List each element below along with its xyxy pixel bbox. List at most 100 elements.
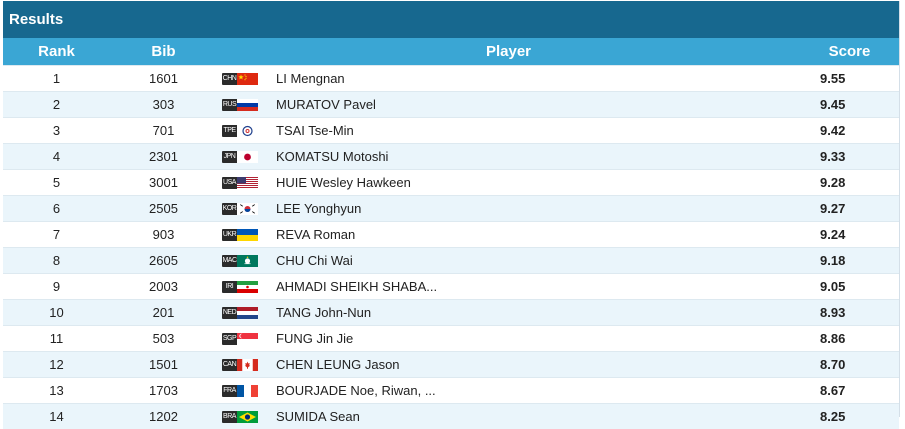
table-header-row: Rank Bib Player Score bbox=[3, 38, 899, 66]
rank-cell: 6 bbox=[3, 196, 110, 222]
player-name[interactable]: CHEN LEUNG Jason bbox=[276, 357, 400, 372]
score-cell: 9.27 bbox=[800, 196, 899, 222]
player-cell: TPE TSAI Tse-Min bbox=[217, 118, 800, 144]
score-cell: 9.18 bbox=[800, 248, 899, 274]
player-cell: FRA BOURJADE Noe, Riwan, ... bbox=[217, 378, 800, 404]
player-cell: SGP FUNG Jin Jie bbox=[217, 326, 800, 352]
bib-cell: 903 bbox=[110, 222, 217, 248]
noc-code: SGP bbox=[222, 333, 237, 345]
noc-code: KOR bbox=[222, 203, 237, 215]
noc-code: NED bbox=[222, 307, 237, 319]
score-cell: 9.33 bbox=[800, 144, 899, 170]
noc-code: UKR bbox=[222, 229, 237, 241]
netherlands-flag-icon bbox=[237, 307, 258, 319]
country-badge: UKR bbox=[222, 229, 270, 241]
iran-flag-icon bbox=[237, 281, 258, 293]
country-badge: SGP bbox=[222, 333, 270, 345]
country-badge: USA bbox=[222, 177, 270, 189]
score-cell: 9.28 bbox=[800, 170, 899, 196]
score-cell: 8.25 bbox=[800, 404, 899, 429]
rank-cell: 3 bbox=[3, 118, 110, 144]
player-name[interactable]: TSAI Tse-Min bbox=[276, 123, 354, 138]
score-cell: 8.93 bbox=[800, 300, 899, 326]
rank-cell: 10 bbox=[3, 300, 110, 326]
player-name[interactable]: LI Mengnan bbox=[276, 71, 345, 86]
bib-cell: 1202 bbox=[110, 404, 217, 429]
rank-cell: 14 bbox=[3, 404, 110, 429]
score-cell: 9.45 bbox=[800, 92, 899, 118]
rank-cell: 12 bbox=[3, 352, 110, 378]
player-name[interactable]: MURATOV Pavel bbox=[276, 97, 376, 112]
score-cell: 8.67 bbox=[800, 378, 899, 404]
player-cell: RUS MURATOV Pavel bbox=[217, 92, 800, 118]
rank-cell: 7 bbox=[3, 222, 110, 248]
bib-cell: 3001 bbox=[110, 170, 217, 196]
player-cell: MAC CHU Chi Wai bbox=[217, 248, 800, 274]
country-badge: CAN bbox=[222, 359, 270, 371]
player-name[interactable]: FUNG Jin Jie bbox=[276, 331, 353, 346]
score-cell: 9.55 bbox=[800, 66, 899, 92]
player-name[interactable]: TANG John-Nun bbox=[276, 305, 371, 320]
country-badge: IRI bbox=[222, 281, 270, 293]
player-name[interactable]: BOURJADE Noe, Riwan, ... bbox=[276, 383, 436, 398]
noc-code: FRA bbox=[222, 385, 237, 397]
player-name[interactable]: HUIE Wesley Hawkeen bbox=[276, 175, 411, 190]
ukraine-flag-icon bbox=[237, 229, 258, 241]
rank-cell: 13 bbox=[3, 378, 110, 404]
noc-code: CHN bbox=[222, 73, 237, 85]
rank-cell: 9 bbox=[3, 274, 110, 300]
bib-cell: 2505 bbox=[110, 196, 217, 222]
japan-flag-icon bbox=[237, 151, 258, 163]
player-name[interactable]: KOMATSU Motoshi bbox=[276, 149, 388, 164]
bib-cell: 2003 bbox=[110, 274, 217, 300]
country-badge: CHN bbox=[222, 73, 270, 85]
country-badge: TPE bbox=[222, 125, 270, 137]
player-name[interactable]: CHU Chi Wai bbox=[276, 253, 353, 268]
noc-code: JPN bbox=[222, 151, 237, 163]
column-header-bib[interactable]: Bib bbox=[110, 38, 217, 66]
player-name[interactable]: LEE Yonghyun bbox=[276, 201, 361, 216]
korea-flag-icon bbox=[237, 203, 258, 215]
noc-code: CAN bbox=[222, 359, 237, 371]
player-name[interactable]: REVA Roman bbox=[276, 227, 355, 242]
player-cell: CAN CHEN LEUNG Jason bbox=[217, 352, 800, 378]
country-badge: RUS bbox=[222, 99, 270, 111]
score-cell: 8.70 bbox=[800, 352, 899, 378]
column-header-rank[interactable]: Rank bbox=[3, 38, 110, 66]
score-cell: 9.42 bbox=[800, 118, 899, 144]
player-cell: UKR REVA Roman bbox=[217, 222, 800, 248]
country-badge: FRA bbox=[222, 385, 270, 397]
bib-cell: 1501 bbox=[110, 352, 217, 378]
usa-flag-icon bbox=[237, 177, 258, 189]
column-header-player[interactable]: Player bbox=[217, 38, 800, 66]
column-header-score[interactable]: Score bbox=[800, 38, 899, 66]
player-cell: KOR LEE Yonghyun bbox=[217, 196, 800, 222]
player-name[interactable]: AHMADI SHEIKH SHABA... bbox=[276, 279, 437, 294]
bib-cell: 503 bbox=[110, 326, 217, 352]
russia-flag-icon bbox=[237, 99, 258, 111]
noc-code: USA bbox=[222, 177, 237, 189]
china-flag-icon bbox=[237, 73, 258, 85]
corner-mark bbox=[895, 1, 898, 4]
country-badge: KOR bbox=[222, 203, 270, 215]
noc-code: MAC bbox=[222, 255, 237, 267]
rank-cell: 11 bbox=[3, 326, 110, 352]
bib-cell: 1601 bbox=[110, 66, 217, 92]
noc-code: IRI bbox=[222, 281, 237, 293]
